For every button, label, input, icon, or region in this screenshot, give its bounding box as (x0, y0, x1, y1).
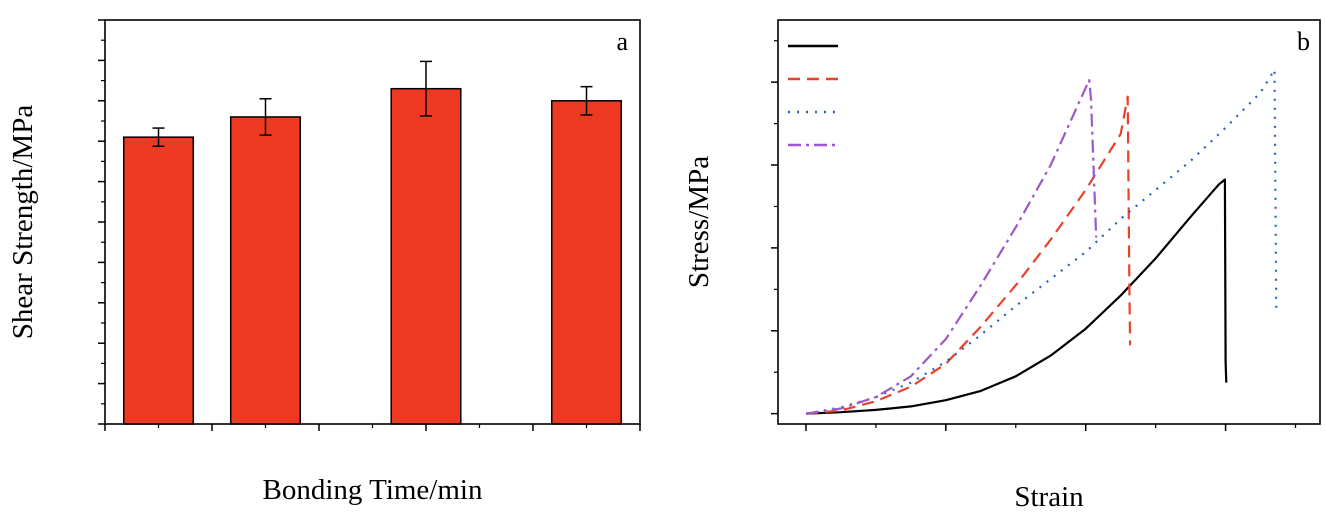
bars (122, 60, 623, 425)
legend (788, 44, 838, 147)
series-line (805, 78, 1098, 415)
y-axis-label: Shear Strength/MPa (7, 105, 39, 340)
series-lines (805, 68, 1278, 415)
y-axis-label: Stress/MPa (683, 156, 715, 288)
series-line (805, 95, 1132, 415)
bar (229, 116, 302, 425)
plot-frame (777, 19, 1321, 425)
bar (550, 100, 623, 425)
series-line (805, 68, 1278, 415)
x-axis-label: Strain (1014, 481, 1084, 513)
panel-label: a (616, 27, 628, 56)
panel-a-bar-chart: Bonding Time/min Shear Strength/MPa a (7, 19, 641, 506)
axis-ticks (98, 19, 641, 431)
x-axis-label: Bonding Time/min (263, 474, 483, 506)
axis-ticks (771, 40, 1297, 431)
panel-b-line-chart: Strain Stress/MPa b (683, 19, 1321, 513)
plot-border (777, 19, 1321, 425)
bar (122, 136, 195, 425)
panel-label: b (1297, 27, 1310, 56)
bar (390, 87, 462, 425)
series-line (805, 178, 1228, 415)
